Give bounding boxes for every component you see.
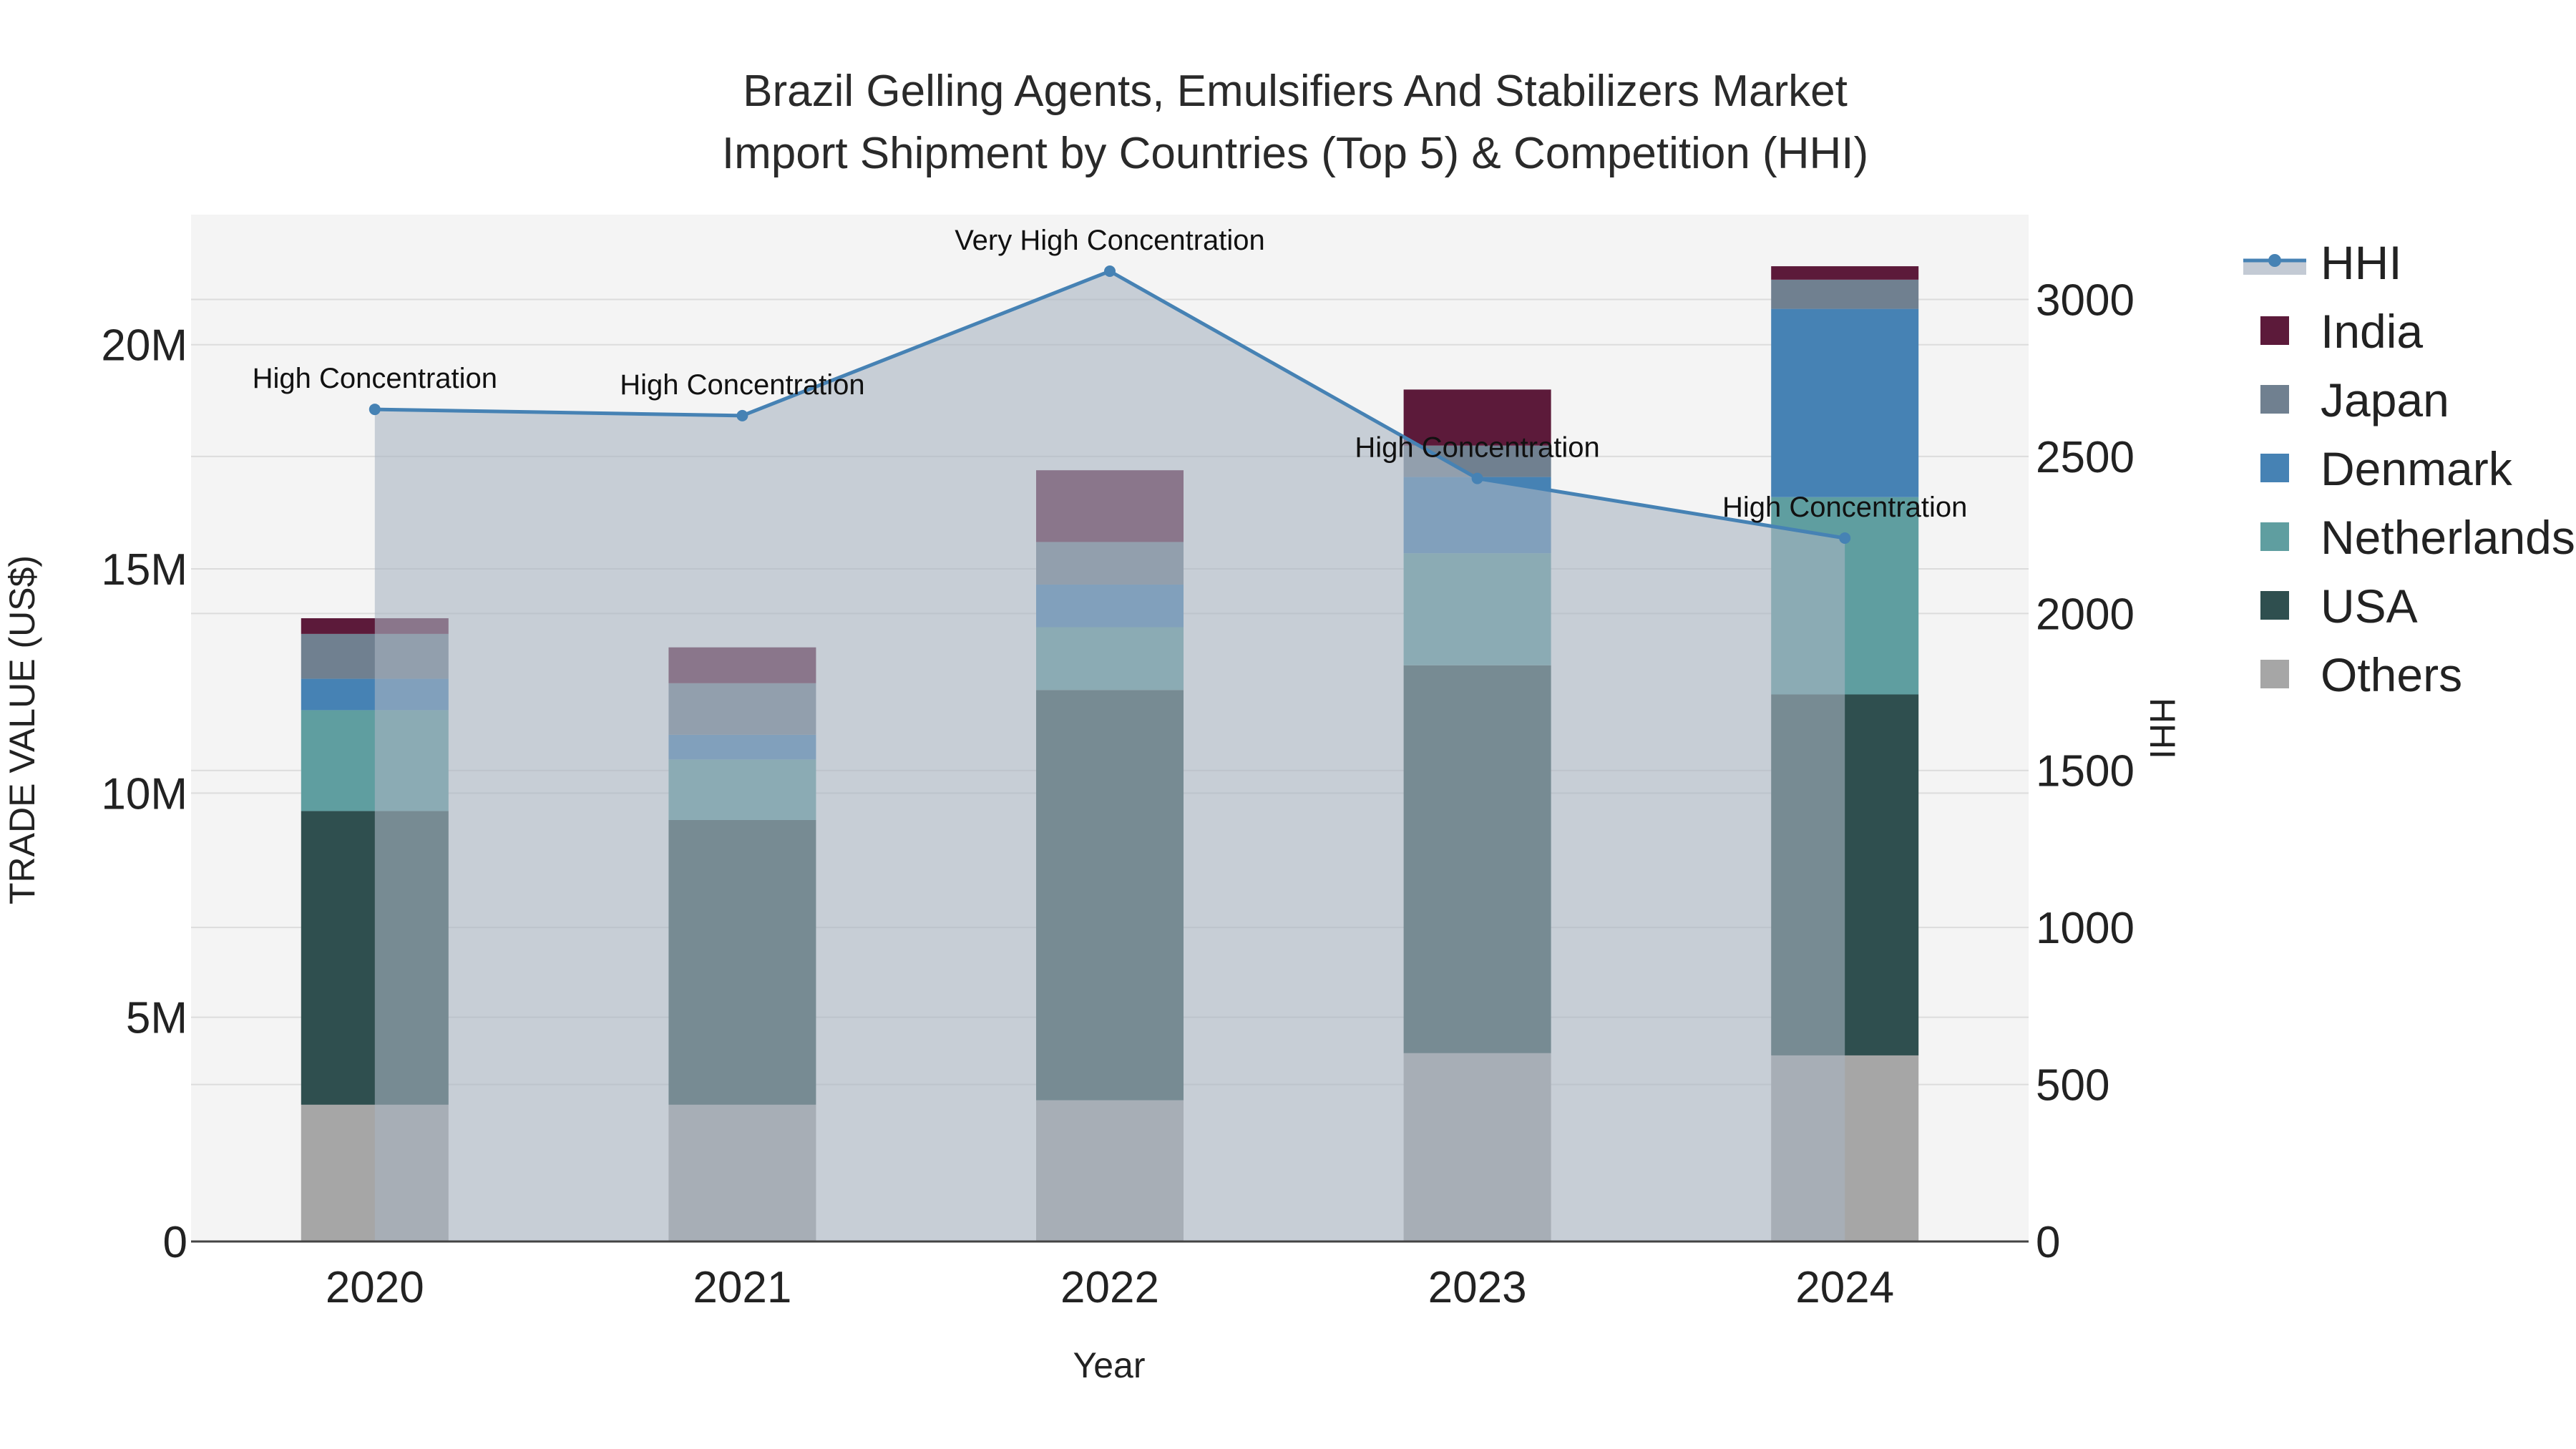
y2-tick-label: 500 xyxy=(2036,1061,2109,1111)
hhi-point-2020 xyxy=(369,404,381,416)
hhi-point-2024 xyxy=(1839,532,1851,545)
x-tick-label: 2024 xyxy=(1795,1263,1894,1312)
hhi-annotation-2022: Very High Concentration xyxy=(955,225,1265,256)
y2-tick-label: 3000 xyxy=(2036,275,2135,325)
legend-swatch-india xyxy=(2260,316,2289,345)
legend-swatch-netherlands xyxy=(2260,522,2289,551)
y2-axis-title: HHI xyxy=(2142,698,2182,759)
bar-india-2023 xyxy=(1403,389,1551,446)
y2-tick-label: 1000 xyxy=(2036,904,2135,953)
hhi-annotation-2023: High Concentration xyxy=(1355,432,1599,464)
legend-label-usa: USA xyxy=(2321,580,2418,633)
bar-denmark-2024 xyxy=(1771,308,1919,497)
legend: HHI India Japan Denmark Netherlands USA Others xyxy=(2243,236,2575,701)
legend-swatch-japan xyxy=(2260,385,2289,414)
y-tick-label: 10M xyxy=(101,769,187,819)
y2-tick-label: 0 xyxy=(2036,1218,2060,1267)
y-tick-label: 20M xyxy=(101,321,187,371)
hhi-point-2021 xyxy=(736,409,748,421)
y-tick-label: 15M xyxy=(101,545,187,595)
x-tick-label: 2023 xyxy=(1428,1263,1527,1312)
legend-swatch-denmark xyxy=(2260,454,2289,482)
legend-label-japan: Japan xyxy=(2321,374,2449,426)
hhi-point-2023 xyxy=(1471,472,1483,484)
hhi-point-2022 xyxy=(1104,265,1116,277)
chart-title-line-1: Brazil Gelling Agents, Emulsifiers And S… xyxy=(743,67,1848,116)
y2-tick-label: 1500 xyxy=(2036,747,2135,796)
legend-label-hhi: HHI xyxy=(2321,236,2402,289)
legend-swatch-others xyxy=(2260,660,2289,688)
hhi-layer: High Concentration High Concentration Very… xyxy=(253,225,1967,1241)
x-tick-label: 2020 xyxy=(326,1263,424,1312)
bar-japan-2024 xyxy=(1771,279,1919,309)
y-tick-label: 5M xyxy=(126,994,187,1043)
x-tick-label: 2021 xyxy=(693,1263,791,1312)
bar-india-2024 xyxy=(1771,266,1919,280)
hhi-annotation-2024: High Concentration xyxy=(1722,492,1967,523)
legend-swatch-usa xyxy=(2260,591,2289,620)
y2-tick-label: 2500 xyxy=(2036,433,2135,482)
legend-label-denmark: Denmark xyxy=(2321,442,2513,495)
y-tick-label: 0 xyxy=(163,1218,187,1267)
legend-label-netherlands: Netherlands xyxy=(2321,511,2575,564)
x-axis-ticks: 2020 2021 2022 2023 2024 xyxy=(326,1263,1894,1312)
x-tick-label: 2022 xyxy=(1060,1263,1159,1312)
y-axis-ticks: 0 5M 10M 15M 20M xyxy=(101,321,187,1267)
x-axis-title: Year xyxy=(1073,1345,1145,1385)
hhi-annotation-2020: High Concentration xyxy=(253,363,497,394)
legend-swatch-hhi-marker xyxy=(2268,254,2281,267)
chart-title-line-2: Import Shipment by Countries (Top 5) & C… xyxy=(722,129,1868,178)
hhi-annotation-2021: High Concentration xyxy=(620,369,864,401)
y-axis-title: TRADE VALUE (US$) xyxy=(2,555,42,904)
hhi-area xyxy=(374,270,1845,1241)
y2-tick-label: 2000 xyxy=(2036,590,2135,639)
y2-axis-ticks: 0 500 1000 1500 2000 2500 3000 xyxy=(2036,275,2135,1267)
legend-label-others: Others xyxy=(2321,648,2462,701)
legend-label-india: India xyxy=(2321,305,2423,358)
